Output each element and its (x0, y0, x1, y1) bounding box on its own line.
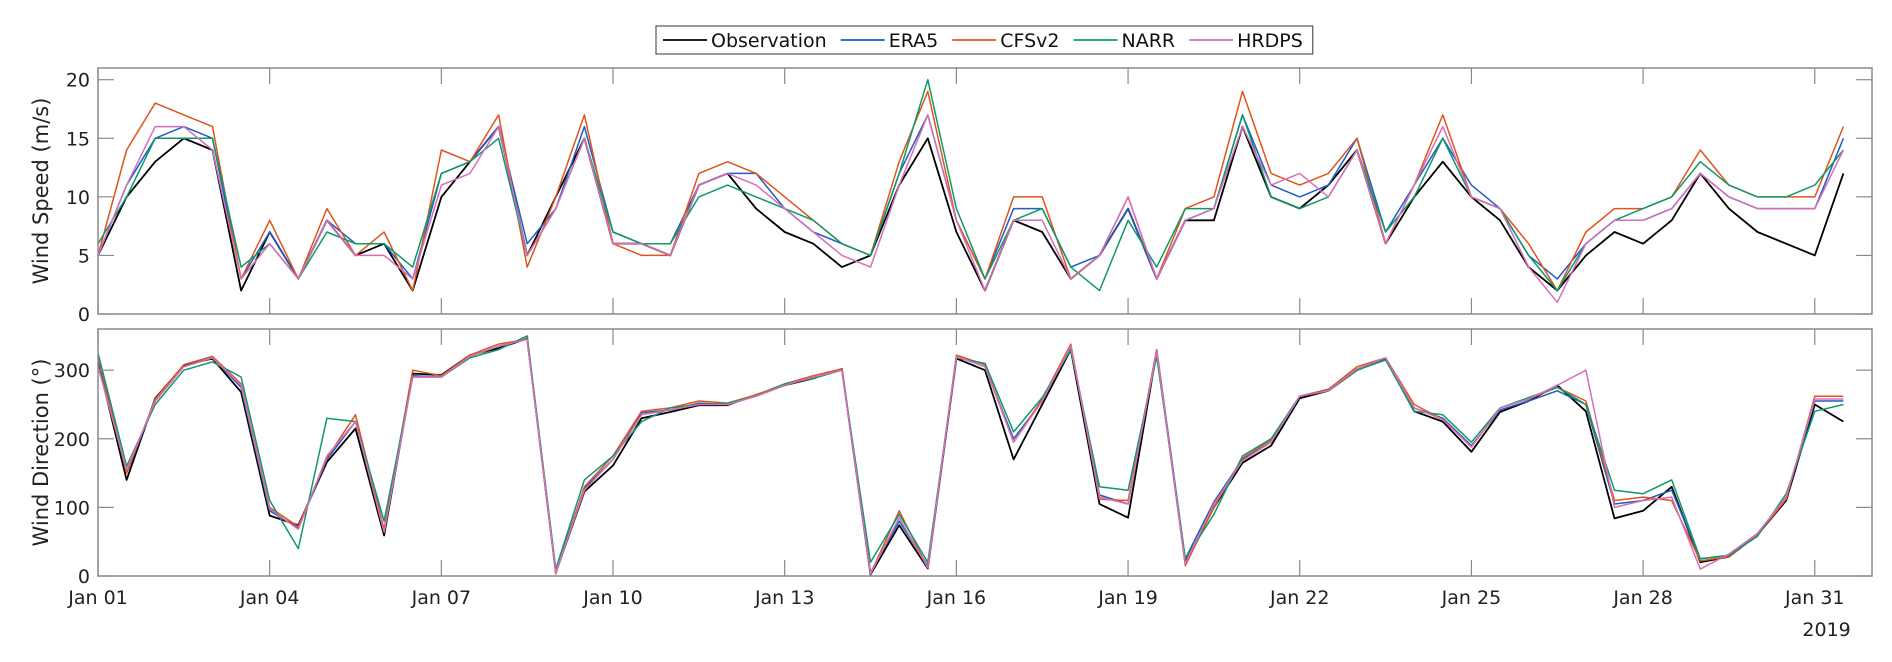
panel-wind-speed: 0 5 10 15 20 Wind Speed (m/s) (29, 67, 1873, 326)
legend-label: HRDPS (1237, 30, 1303, 52)
y-tick-label: 100 (54, 497, 90, 519)
series-line-observation (98, 125, 1845, 292)
y-tick-label: 0 (78, 566, 90, 588)
series-line-observation (98, 337, 1844, 576)
x-tick-label: Jan 25 (1441, 587, 1502, 609)
axes-box (97, 328, 1873, 577)
legend-label: NARR (1122, 30, 1176, 52)
x-axis: Jan 01 Jan 04 Jan 07 Jan 10 Jan 13 Jan 16 Jan … (67, 587, 1851, 641)
x-tick-label: Jan 13 (754, 587, 815, 609)
legend-item-cfsv2: CFSv2 (952, 30, 1060, 52)
x-tick-label: Jan 22 (1269, 587, 1330, 609)
x-tick-label: Jan 31 (1784, 587, 1845, 609)
x-tick-label: Jan 28 (1612, 587, 1673, 609)
legend-item-hrdps: HRDPS (1189, 30, 1303, 52)
x-year-label: 2019 (1802, 619, 1850, 641)
y-axis-label: Wind Speed (m/s) (29, 98, 53, 285)
series-line-narr (98, 78, 1844, 292)
legend-label: CFSv2 (1000, 30, 1059, 52)
x-tick-label: Jan 19 (1097, 587, 1158, 609)
series-line-cfsv2 (98, 90, 1845, 292)
series-line-era5 (98, 338, 1844, 574)
series-line-cfsv2 (98, 338, 1844, 575)
y-axis-label: Wind Direction (°) (29, 359, 53, 547)
series-line-hrdps (98, 114, 1845, 304)
x-tick-label: Jan 04 (239, 587, 300, 609)
y-tick-label: 10 (66, 187, 90, 209)
y-tick-label: 0 (78, 304, 90, 326)
x-tick-label: Jan 01 (67, 587, 128, 609)
y-tick-label: 20 (66, 70, 90, 92)
legend-item-narr: NARR (1073, 30, 1176, 52)
legend: Observation ERA5 CFSv2 NARR HRDPS (655, 25, 1314, 55)
axes-box (97, 67, 1873, 315)
y-tick-label: 200 (54, 429, 90, 451)
series-line-narr (98, 335, 1844, 570)
y-tick-label: 5 (78, 245, 90, 267)
legend-label: ERA5 (889, 30, 939, 52)
legend-item-era5: ERA5 (840, 30, 939, 52)
x-tick-label: Jan 16 (926, 587, 987, 609)
y-tick-label: 15 (66, 128, 90, 150)
legend-label: Observation (711, 30, 827, 52)
x-tick-label: Jan 10 (582, 587, 643, 609)
legend-item-observation: Observation (663, 30, 827, 52)
x-tick-label: Jan 07 (411, 587, 472, 609)
series-line-hrdps (98, 338, 1844, 575)
y-tick-label: 300 (54, 360, 90, 382)
